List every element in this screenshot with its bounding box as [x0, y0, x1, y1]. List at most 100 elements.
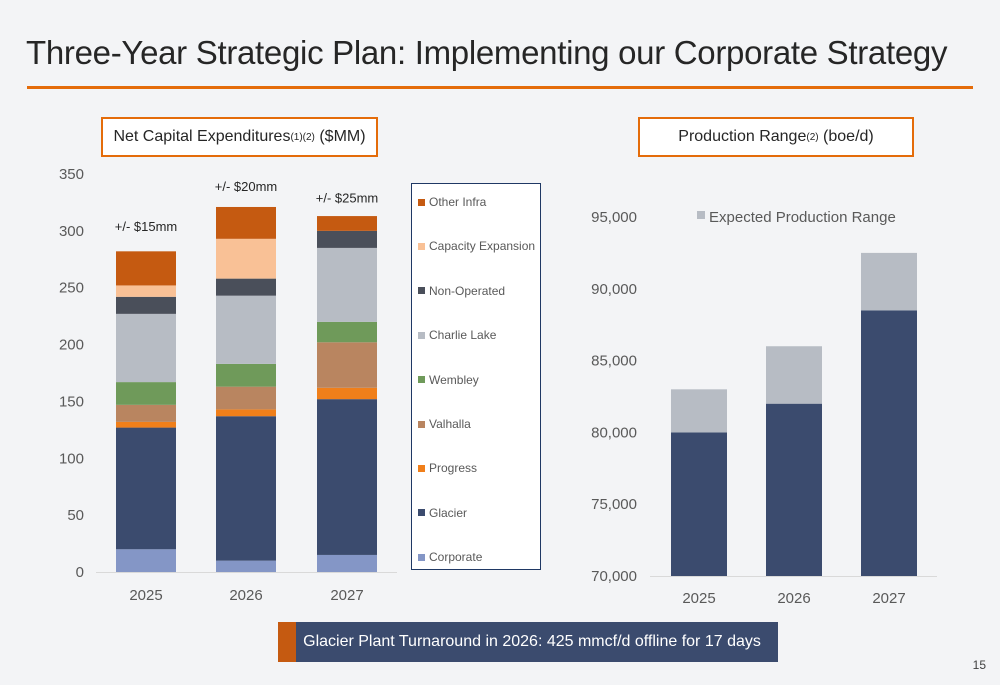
y-tick-label: 70,000 [591, 568, 637, 585]
legend-swatch [418, 420, 425, 428]
x-tick-label: 2027 [872, 590, 905, 607]
capex-label-unit: ($MM) [314, 128, 366, 145]
bar-segment-non-operated-2025 [116, 296, 176, 314]
y-tick-label: 90,000 [591, 281, 637, 298]
bar-segment-valhalla-2026 [216, 386, 276, 410]
capex-chart-label: Net Capital Expenditures (1)(2) ($MM) [101, 117, 378, 157]
bar-segment-wembley-2026 [216, 363, 276, 387]
production-label-unit: (boe/d) [818, 128, 874, 145]
y-tick-label: 80,000 [591, 424, 637, 441]
legend-swatch [418, 331, 425, 339]
expected-range-bar-2027 [861, 252, 917, 311]
legend-label: Glacier [429, 505, 468, 520]
bar-segment-valhalla-2025 [116, 404, 176, 422]
banner-text: Glacier Plant Turnaround in 2026: 425 mm… [303, 633, 761, 650]
legend-swatch [418, 376, 425, 384]
y-tick-label: 100 [59, 450, 84, 467]
legend-item-valhalla: Valhalla [418, 417, 471, 431]
bar-annotation-2026: +/- $20mm [215, 179, 278, 194]
bar-segment-non-operated-2027 [317, 230, 377, 248]
legend-item-wembley: Wembley [418, 373, 479, 387]
capex-label-text: Net Capital Expenditures [113, 128, 291, 145]
bar-segment-charlie-lake-2026 [216, 295, 276, 364]
legend-swatch [418, 464, 425, 472]
y-tick-label: 95,000 [591, 209, 637, 226]
bar-segment-other-infra-2025 [116, 251, 176, 286]
production-label-text: Production Range [678, 128, 807, 145]
legend-label: Other Infra [429, 195, 487, 209]
bar-segment-corporate-2026 [216, 560, 276, 572]
y-tick-label: 75,000 [591, 496, 637, 513]
bar-segment-progress-2027 [317, 387, 377, 400]
bar-segment-glacier-2027 [317, 399, 377, 555]
x-tick-label: 2027 [330, 587, 363, 604]
bar-segment-other-infra-2026 [216, 206, 276, 239]
production-chart-label: Production Range (2) (boe/d) [638, 117, 914, 157]
y-tick-label: 200 [59, 337, 84, 354]
legend-label: Capacity Expansion [429, 239, 536, 254]
bar-segment-glacier-2026 [216, 416, 276, 561]
bar-segment-charlie-lake-2025 [116, 313, 176, 383]
turnaround-banner: Glacier Plant Turnaround in 2026: 425 mm… [278, 622, 778, 662]
bar-segment-non-operated-2026 [216, 278, 276, 296]
legend-item-capacity-expansion: Capacity Expansion [418, 239, 535, 253]
base-production-bar-2027 [861, 310, 917, 576]
bar-segment-valhalla-2027 [317, 342, 377, 388]
legend-label-expected-range: Expected Production Range [709, 209, 896, 226]
expected-range-bar-2025 [671, 389, 727, 433]
x-tick-label: 2025 [682, 590, 715, 607]
legend-label: Wembley [429, 372, 479, 387]
base-production-bar-2026 [766, 403, 822, 576]
legend-item-progress: Progress [418, 461, 477, 475]
bar-segment-corporate-2025 [116, 549, 176, 572]
legend-item-glacier: Glacier [418, 506, 467, 520]
legend-swatch [418, 553, 425, 561]
legend-item-charlie-lake: Charlie Lake [418, 328, 496, 342]
banner-accent [278, 622, 296, 662]
base-production-bar-2025 [671, 432, 727, 576]
bar-segment-capacity-expansion-2026 [216, 238, 276, 279]
capex-label-footnote: (1)(2) [290, 131, 315, 143]
legend-swatch [418, 287, 425, 295]
legend-item-non-operated: Non-Operated [418, 284, 505, 298]
bar-segment-progress-2025 [116, 421, 176, 428]
y-tick-label: 85,000 [591, 353, 637, 370]
bar-segment-wembley-2025 [116, 382, 176, 405]
production-label-footnote: (2) [806, 131, 819, 143]
legend-swatch [418, 242, 425, 250]
legend-item-other-infra: Other Infra [418, 195, 486, 209]
bar-segment-corporate-2027 [317, 554, 377, 572]
y-tick-label: 350 [59, 166, 84, 183]
x-tick-label: 2026 [229, 587, 262, 604]
x-tick-label: 2026 [777, 590, 810, 607]
bar-segment-wembley-2027 [317, 321, 377, 343]
legend-swatch [418, 198, 425, 206]
capex-legend: Other Infra Capacity Expansion Non-Operate… [411, 183, 541, 570]
y-tick-label: 50 [67, 507, 84, 524]
legend-swatch [418, 509, 425, 517]
page-number: 15 [972, 658, 986, 672]
y-tick-label: 150 [59, 393, 84, 410]
bar-annotation-2027: +/- $25mm [316, 190, 379, 205]
legend-swatch-expected-range [697, 211, 705, 219]
y-tick-label: 300 [59, 223, 84, 240]
y-tick-label: 0 [76, 564, 84, 581]
title-underline [27, 86, 973, 89]
x-tick-label: 2025 [129, 587, 162, 604]
legend-label: Non-Operated [429, 283, 506, 298]
expected-range-bar-2026 [766, 346, 822, 404]
y-tick-label: 250 [59, 280, 84, 297]
bar-segment-progress-2026 [216, 409, 276, 417]
bar-segment-charlie-lake-2027 [317, 247, 377, 322]
legend-label: Charlie Lake [429, 328, 497, 343]
slide-title: Three-Year Strategic Plan: Implementing … [26, 34, 948, 71]
bar-annotation-2025: +/- $15mm [115, 219, 178, 234]
production-range-bar-chart: 70,000 75,000 80,000 85,000 90,000 95,000 2025… [591, 209, 937, 607]
legend-label: Valhalla [429, 417, 471, 431]
legend-label: Progress [429, 461, 478, 476]
bar-segment-glacier-2025 [116, 427, 176, 550]
legend-label: Corporate [429, 550, 483, 565]
capex-stacked-bar-chart: 0 50 100 150 200 250 300 350 2025 +/- $15mm 2026 +/… [59, 166, 397, 604]
bar-segment-capacity-expansion-2025 [116, 285, 176, 297]
legend-item-corporate: Corporate [418, 550, 482, 564]
